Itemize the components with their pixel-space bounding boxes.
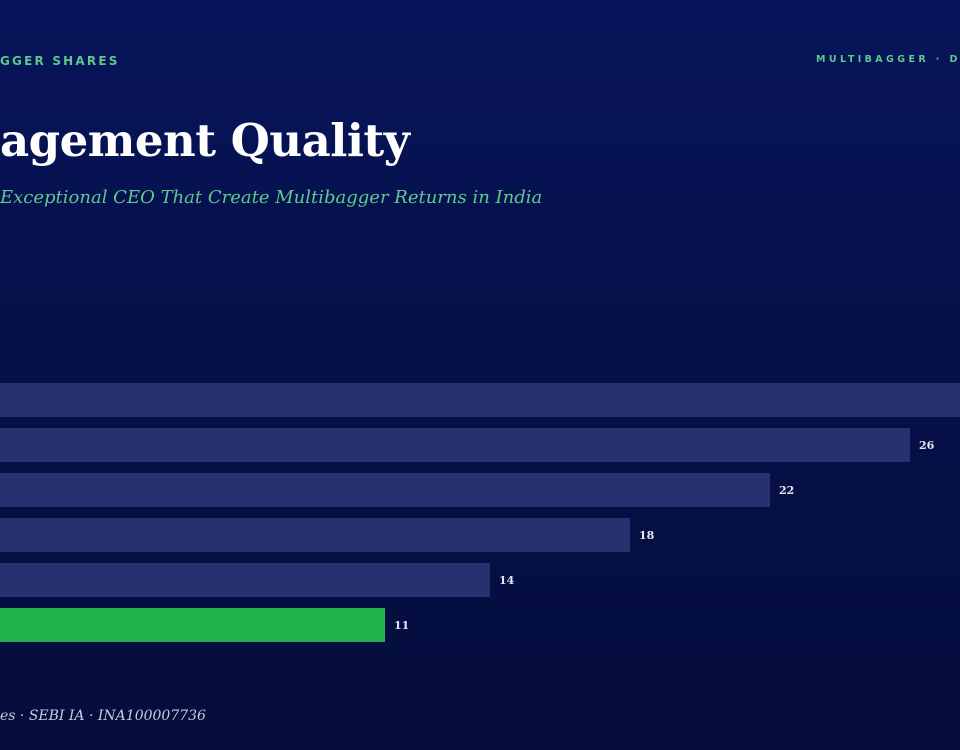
bar-value-label-2: 22 bbox=[779, 484, 794, 497]
bar-4 bbox=[0, 563, 490, 597]
brand-text-right: MULTIBAGGER · D bbox=[816, 54, 960, 65]
bar-chart: 26 22 18 14 11 bbox=[0, 383, 960, 642]
bar-1 bbox=[0, 428, 910, 462]
bar-5 bbox=[0, 608, 385, 642]
bar-value-label-4: 14 bbox=[499, 574, 515, 587]
footer-text: es · SEBI IA · INA100007736 bbox=[0, 708, 206, 724]
page-title: agement Quality bbox=[0, 114, 410, 167]
page-subtitle: Exceptional CEO That Create Multibagger … bbox=[0, 187, 543, 208]
brand-text-left: GGER SHARES bbox=[0, 54, 120, 68]
bar-value-label-3: 18 bbox=[639, 529, 655, 542]
bar-3 bbox=[0, 518, 630, 552]
bar-value-label-5: 11 bbox=[394, 619, 409, 632]
bar-0 bbox=[0, 383, 960, 417]
bar-2 bbox=[0, 473, 770, 507]
bar-value-label-1: 26 bbox=[919, 439, 935, 452]
